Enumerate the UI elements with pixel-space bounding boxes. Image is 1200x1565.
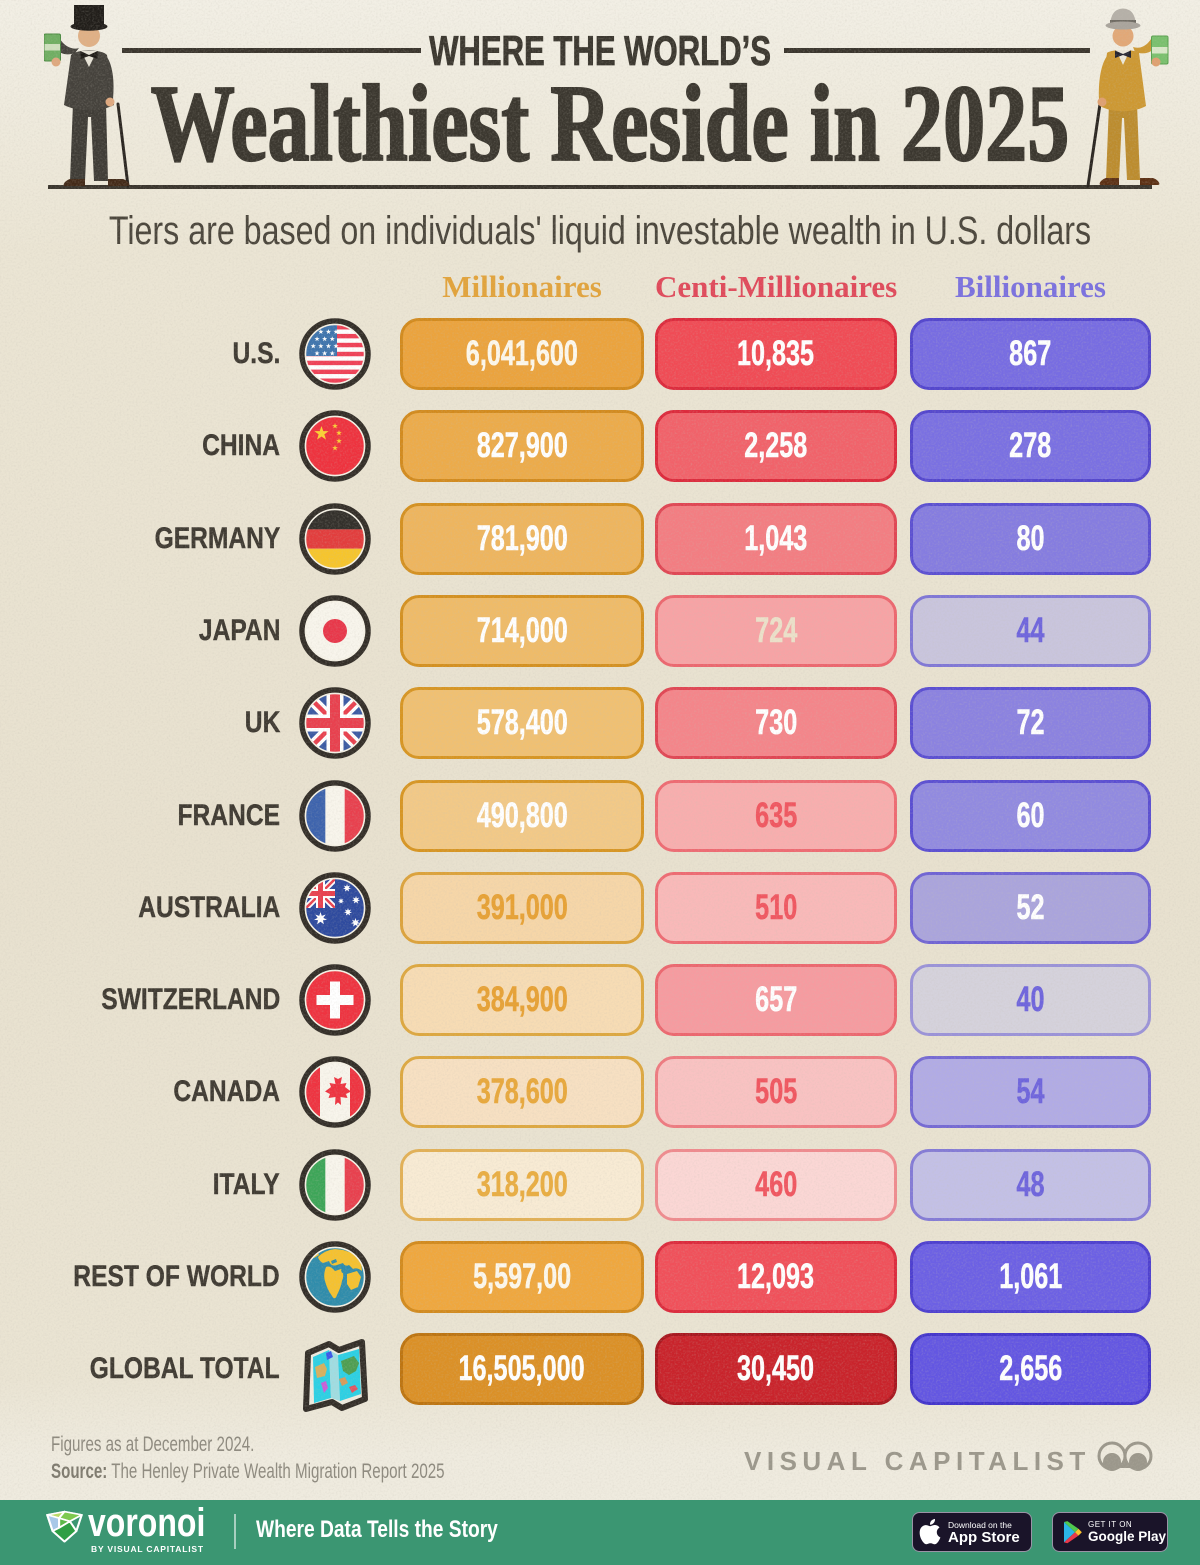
svg-text:App Store: App Store xyxy=(948,1529,1020,1546)
svg-text:GET IT ON: GET IT ON xyxy=(1088,1520,1132,1529)
svg-text:Google Play: Google Play xyxy=(1088,1529,1167,1544)
svg-text:Download on the: Download on the xyxy=(948,1520,1012,1530)
